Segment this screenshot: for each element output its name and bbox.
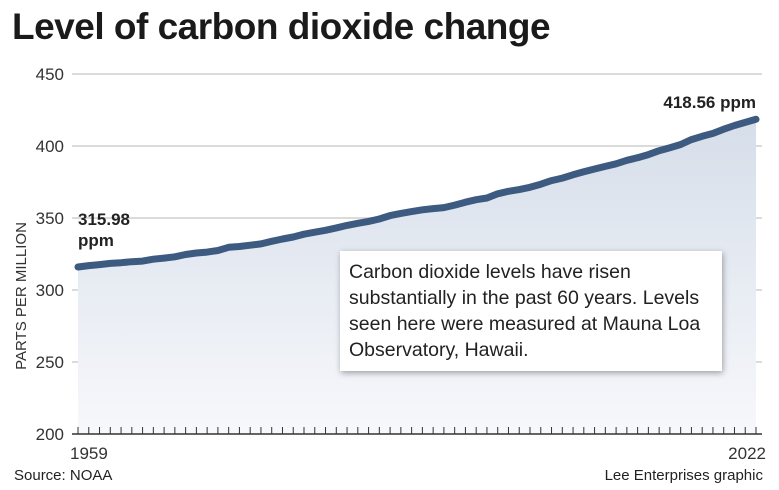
end-value-label: 418.56 ppm: [663, 93, 756, 112]
y-tick-label: 400: [36, 137, 64, 156]
start-value-label: 315.98: [78, 210, 130, 229]
credit-text: Lee Enterprises graphic: [604, 467, 763, 484]
x-tick-label-start: 1959: [70, 444, 108, 463]
y-tick-label: 300: [36, 281, 64, 300]
y-tick-label: 200: [36, 425, 64, 444]
chart-title: Level of carbon dioxide change: [12, 6, 551, 47]
x-tick-label-end: 2022: [728, 444, 766, 463]
start-unit-label: ppm: [78, 231, 114, 250]
y-tick-label: 250: [36, 353, 64, 372]
source-text: Source: NOAA: [14, 467, 113, 484]
y-axis-label: PARTS PER MILLION: [13, 222, 30, 370]
series-line: [74, 115, 760, 271]
annotation-box: Carbon dioxide levels have risen substan…: [340, 251, 722, 371]
y-tick-label: 450: [36, 65, 64, 84]
y-tick-label: 350: [36, 209, 64, 228]
